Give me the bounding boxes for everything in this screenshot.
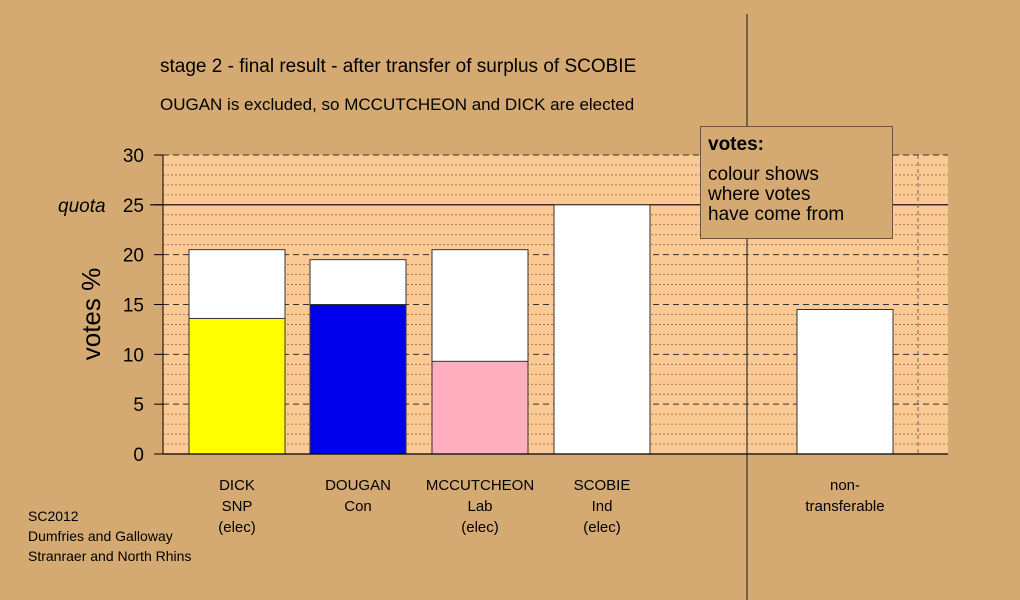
chart-title: stage 2 - final result - after transfer … <box>160 56 636 77</box>
legend-box: votes: colour shows where votes have com… <box>700 126 893 239</box>
y-tick-label: 5 <box>133 395 144 416</box>
x-tick-label: SCOBIE <box>574 477 631 494</box>
bar-original <box>188 317 286 455</box>
y-tick-label: 25 <box>123 196 144 217</box>
x-tick-label: (elec) <box>218 519 256 536</box>
footer-line: Stranraer and North Rhins <box>28 548 191 564</box>
y-tick-label: 20 <box>123 246 144 267</box>
y-tick-label: 30 <box>123 146 144 167</box>
x-tick-label: (elec) <box>461 519 499 536</box>
y-axis-label: votes % <box>76 268 106 361</box>
bar-transferred <box>553 204 651 455</box>
x-tick-label: (elec) <box>583 519 621 536</box>
footer-line: SC2012 <box>28 508 79 524</box>
legend-line-3: have come from <box>708 204 845 225</box>
x-tick-label: non- <box>830 477 860 494</box>
x-tick-label: Con <box>344 498 372 515</box>
bar-original <box>431 360 529 455</box>
legend-line-1: colour shows <box>708 164 819 185</box>
y-tick-label: 15 <box>123 296 144 317</box>
bar-transferred <box>796 308 894 455</box>
x-tick-label: DICK <box>219 477 255 494</box>
chart-subtitle: OUGAN is excluded, so MCCUTCHEON and DIC… <box>160 95 634 114</box>
x-tick-label: Lab <box>467 498 492 515</box>
x-tick-label: DOUGAN <box>325 477 391 494</box>
x-tick-label: transferable <box>805 498 884 515</box>
legend-title: votes: <box>708 134 764 155</box>
x-tick-label: SNP <box>222 498 253 515</box>
footer-line: Dumfries and Galloway <box>28 528 173 544</box>
y-tick-label: 10 <box>123 345 144 366</box>
x-tick-label: Ind <box>592 498 613 515</box>
x-tick-label: MCCUTCHEON <box>426 477 534 494</box>
y-tick-label: 0 <box>133 445 144 466</box>
legend-line-2: where votes <box>708 184 811 205</box>
quota-label: quota <box>58 196 106 217</box>
bar-original <box>309 304 407 455</box>
